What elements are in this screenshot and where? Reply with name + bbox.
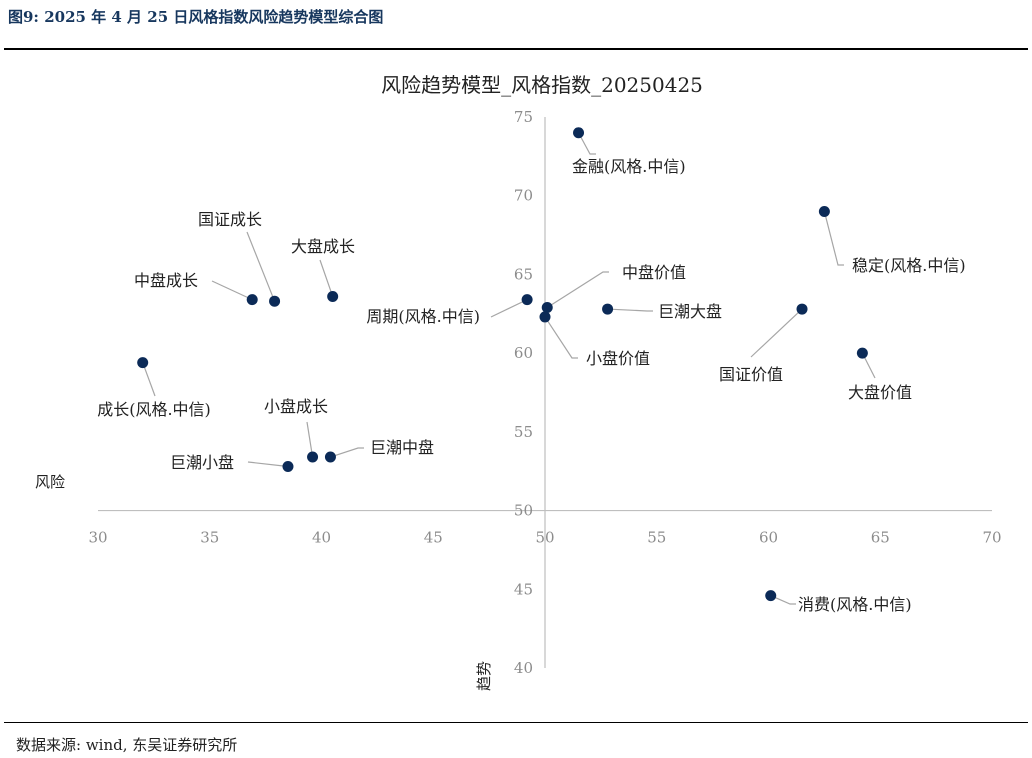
y-tick-label: 40 bbox=[514, 659, 533, 677]
x-tick-label: 30 bbox=[88, 529, 107, 547]
data-point bbox=[137, 357, 149, 369]
leader-line bbox=[607, 308, 653, 312]
leader-line bbox=[577, 132, 596, 155]
data-point bbox=[269, 295, 281, 307]
data-point bbox=[796, 303, 808, 315]
x-tick-label: 60 bbox=[759, 529, 778, 547]
leader-lines bbox=[142, 132, 876, 605]
x-tick-label: 35 bbox=[200, 529, 219, 547]
data-point bbox=[539, 311, 551, 323]
leader-line bbox=[823, 211, 844, 266]
chart-title: 风险趋势模型_风格指数_20250425 bbox=[381, 73, 703, 97]
point-label: 国证成长 bbox=[198, 210, 262, 229]
point-label: 稳定(风格.中信) bbox=[852, 256, 966, 275]
axes: 30 35 40 45 50 55 60 65 70 40 45 50 55 60 65 70 75 bbox=[88, 108, 1001, 677]
data-point bbox=[282, 460, 294, 472]
data-point bbox=[541, 301, 553, 313]
point-label: 小盘成长 bbox=[264, 397, 328, 416]
leader-line bbox=[490, 299, 528, 318]
leader-line bbox=[142, 362, 156, 397]
figure-title: 图9: 2025 年 4 月 25 日风格指数风险趋势模型综合图 bbox=[8, 8, 384, 26]
point-label: 国证价值 bbox=[719, 365, 783, 384]
point-label: 中盘成长 bbox=[134, 271, 198, 290]
x-axis-label: 风险 bbox=[35, 473, 65, 491]
x-tick-label: 45 bbox=[424, 529, 443, 547]
leader-line bbox=[319, 259, 334, 297]
y-tick-label: 75 bbox=[514, 108, 533, 126]
leader-line bbox=[211, 280, 253, 301]
point-label: 大盘价值 bbox=[848, 383, 912, 402]
point-label: 金融(风格.中信) bbox=[572, 157, 686, 176]
leader-line bbox=[246, 231, 276, 302]
source-note: 数据来源: wind, 东吴证券研究所 bbox=[16, 736, 238, 754]
point-label: 巨潮中盘 bbox=[370, 438, 434, 457]
y-tick-label: 60 bbox=[514, 344, 533, 362]
data-point bbox=[246, 294, 258, 306]
leader-line bbox=[247, 461, 289, 468]
leader-line bbox=[306, 421, 314, 458]
point-label: 小盘价值 bbox=[586, 349, 650, 368]
data-point bbox=[327, 290, 339, 302]
data-point bbox=[573, 127, 585, 139]
point-label: 大盘成长 bbox=[291, 237, 355, 256]
y-tick-label: 65 bbox=[514, 265, 533, 283]
point-label: 巨潮小盘 bbox=[170, 453, 234, 472]
point-label: 周期(风格.中信) bbox=[366, 307, 480, 326]
point-label: 中盘价值 bbox=[622, 263, 686, 282]
y-tick-label: 45 bbox=[514, 580, 533, 598]
data-point bbox=[602, 303, 614, 315]
data-point bbox=[521, 294, 533, 306]
x-tick-label: 40 bbox=[312, 529, 331, 547]
bottom-rule bbox=[4, 722, 1028, 723]
point-label: 巨潮大盘 bbox=[658, 302, 722, 321]
x-tick-label: 55 bbox=[647, 529, 666, 547]
data-point bbox=[324, 451, 336, 463]
y-tick-label: 55 bbox=[514, 423, 533, 441]
top-rule bbox=[4, 48, 1028, 50]
x-tick-label: 50 bbox=[535, 529, 554, 547]
point-label: 消费(风格.中信) bbox=[798, 595, 912, 614]
x-tick-label: 70 bbox=[982, 529, 1001, 547]
leader-line bbox=[330, 447, 364, 458]
leader-line bbox=[770, 595, 796, 605]
y-tick-label: 70 bbox=[514, 187, 533, 205]
x-tick-label: 65 bbox=[871, 529, 890, 547]
leader-line bbox=[544, 316, 578, 359]
y-tick-label: 50 bbox=[514, 502, 533, 520]
data-point bbox=[856, 347, 868, 359]
leader-line bbox=[546, 271, 609, 308]
data-point bbox=[818, 205, 830, 217]
data-point bbox=[307, 451, 319, 463]
data-point bbox=[765, 590, 777, 602]
y-axis-label: 趋势 bbox=[475, 661, 493, 691]
point-label: 成长(风格.中信) bbox=[97, 400, 211, 419]
data-points bbox=[137, 127, 868, 602]
leader-line bbox=[750, 308, 803, 358]
